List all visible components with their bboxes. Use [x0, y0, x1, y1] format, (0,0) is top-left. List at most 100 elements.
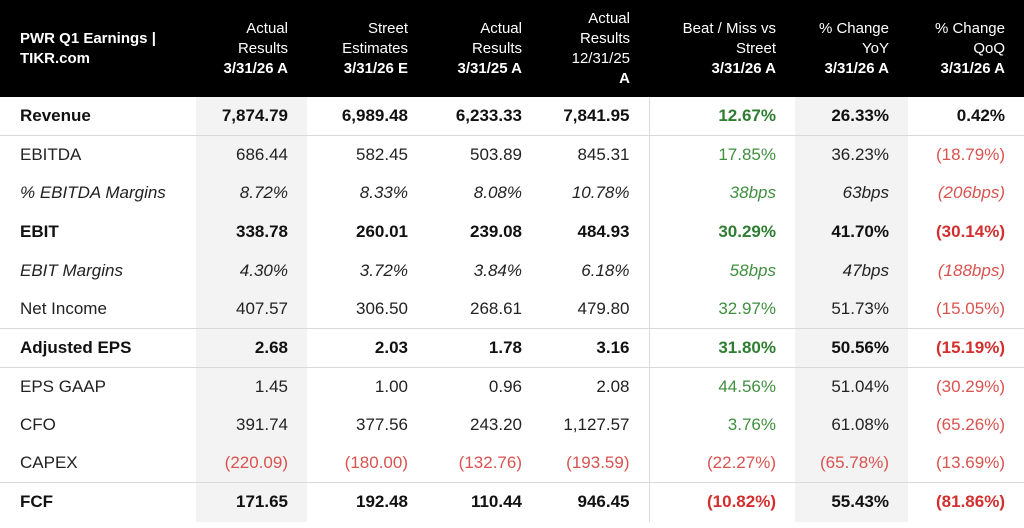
table-row-adjusted-eps: Adjusted EPS 2.68 2.03 1.78 3.16 31.80% 50.56%… — [0, 328, 1024, 368]
col-header-date: 3/31/25 A — [457, 59, 523, 77]
table-cell: 6.18% — [581, 260, 630, 280]
row-label: Revenue — [20, 106, 91, 126]
table-cell: 6,233.33 — [455, 106, 522, 126]
table-row-ebit: EBIT 338.78 260.01 239.08 484.93 30.29% 41.70%… — [0, 212, 1024, 252]
col-header-date: 3/31/26 A — [223, 59, 289, 77]
table-cell: 3.76% — [648, 405, 795, 445]
table-cell: 503.89 — [427, 135, 541, 175]
title-line-1: PWR Q1 Earnings | — [20, 29, 156, 47]
table-cell: (65.78%) — [795, 444, 908, 483]
table-cell: 171.65 — [196, 482, 307, 522]
row-label: Adjusted EPS — [0, 328, 196, 368]
col-header-actual-3-31-26: Actual Results 3/31/26 A — [196, 0, 307, 97]
col-header-actual-3-31-25: Actual Results 3/31/25 A — [427, 0, 541, 97]
table-cell: (65.26%) — [936, 415, 1005, 435]
table-cell: 946.45 — [541, 482, 649, 522]
col-header-date: 3/31/26 A — [711, 59, 777, 77]
table-cell: 3.72% — [359, 260, 408, 280]
table-cell: 407.57 — [196, 289, 307, 329]
table-cell: 484.93 — [577, 222, 630, 242]
table-cell: (188bps) — [937, 260, 1005, 280]
col-header-line: Street — [367, 19, 408, 37]
table-cell: (10.82%) — [648, 482, 795, 522]
table-cell: 239.08 — [470, 222, 522, 242]
table-cell: 0.42% — [956, 106, 1005, 126]
table-cell: (15.19%) — [908, 328, 1024, 368]
table-cell: 51.04% — [795, 366, 908, 406]
table-cell: 26.33% — [795, 97, 908, 136]
table-row-ebit-margins: EBIT Margins 4.30% 3.72% 3.84% 6.18% 58bps 47b… — [0, 251, 1024, 290]
col-header-change-qoq: % Change QoQ 3/31/26 A — [908, 0, 1024, 97]
table-row-eps-gaap: EPS GAAP 1.45 1.00 0.96 2.08 44.56% 51.04% (30.… — [0, 366, 1024, 406]
table-row-revenue: Revenue 7,874.79 6,989.48 6,233.33 7,841.95 1… — [0, 97, 1024, 136]
table-cell: 845.31 — [541, 135, 649, 175]
table-cell: (180.00) — [344, 453, 408, 473]
table-cell: 4.30% — [196, 251, 307, 290]
table-row-ebitda: EBITDA 686.44 582.45 503.89 845.31 17.85% 36.2… — [0, 135, 1024, 175]
row-label: EBIT Margins — [20, 260, 123, 280]
table-cell: (13.69%) — [936, 453, 1005, 473]
table-cell: 58bps — [648, 251, 795, 290]
col-header-beat-miss: Beat / Miss vs Street 3/31/26 A — [649, 0, 795, 97]
table-cell: 31.80% — [648, 328, 795, 368]
table-cell: (22.27%) — [648, 444, 795, 483]
col-header-line: YoY — [862, 39, 889, 57]
table-cell: (15.05%) — [936, 299, 1005, 319]
table-cell: 0.96 — [427, 366, 541, 406]
table-cell: 1,127.57 — [563, 415, 630, 435]
table-cell: (30.14%) — [936, 222, 1005, 242]
col-header-date: 3/31/26 A — [940, 59, 1006, 77]
table-cell: 7,841.95 — [563, 106, 630, 126]
row-label: EPS GAAP — [0, 366, 196, 406]
table-row-cfo: CFO 391.74 377.56 243.20 1,127.57 3.76% 61.08%… — [0, 405, 1024, 445]
table-cell: (81.86%) — [908, 482, 1024, 522]
row-label: % EBITDA Margins — [20, 183, 166, 203]
col-header-line: % Change — [818, 19, 889, 37]
table-cell: 12.67% — [648, 97, 795, 136]
table-cell: 306.50 — [356, 299, 408, 319]
table-cell: (132.76) — [458, 453, 522, 473]
row-label: CFO — [20, 415, 56, 435]
title-line-2: TIKR.com — [20, 49, 91, 67]
table-cell: 2.68 — [196, 328, 307, 368]
col-header-line: QoQ — [973, 39, 1005, 57]
col-header-line: % Change — [934, 19, 1005, 37]
table-cell: 38bps — [648, 174, 795, 213]
table-cell: 61.08% — [795, 405, 908, 445]
table-cell: (30.29%) — [908, 366, 1024, 406]
table-cell: 1.00 — [307, 366, 427, 406]
table-cell: (220.09) — [196, 444, 307, 483]
table-row-capex: CAPEX (220.09) (180.00) (132.76) (193.59) (22… — [0, 444, 1024, 483]
table-cell: 30.29% — [648, 212, 795, 252]
row-label: FCF — [0, 482, 196, 522]
table-cell: 268.61 — [470, 299, 522, 319]
table-cell: 377.56 — [356, 415, 408, 435]
table-cell: 7,874.79 — [196, 97, 307, 136]
table-cell: 110.44 — [427, 482, 541, 522]
table-cell: 3.16 — [541, 328, 649, 368]
table-cell: 243.20 — [470, 415, 522, 435]
col-header-change-yoy: % Change YoY 3/31/26 A — [795, 0, 908, 97]
header-row: PWR Q1 Earnings | TIKR.com Actual Result… — [0, 0, 1024, 97]
col-header-line: Street — [735, 39, 776, 57]
table-cell: (206bps) — [937, 183, 1005, 203]
table-cell: 51.73% — [795, 289, 908, 329]
table-cell: 1.45 — [196, 366, 307, 406]
col-header-date: 3/31/26 A — [824, 59, 890, 77]
table-body: Revenue 7,874.79 6,989.48 6,233.33 7,841.95 1… — [0, 97, 1024, 522]
table-title: PWR Q1 Earnings | TIKR.com — [0, 0, 196, 97]
table-row-net-income: Net Income 407.57 306.50 268.61 479.80 32.97%… — [0, 289, 1024, 329]
table-row-ebitda-margins: % EBITDA Margins 8.72% 8.33% 8.08% 10.78% 38b… — [0, 174, 1024, 213]
table-cell: 582.45 — [307, 135, 427, 175]
table-cell: 2.03 — [307, 328, 427, 368]
table-cell: 8.08% — [473, 183, 522, 203]
col-header-line: Actual — [588, 9, 630, 27]
table-cell: 47bps — [795, 251, 908, 290]
col-header-actual-12-31-25: Actual Results 12/31/25 A — [541, 0, 649, 97]
table-cell: (18.79%) — [908, 135, 1024, 175]
table-cell: 260.01 — [356, 222, 408, 242]
col-header-line: Results — [237, 39, 288, 57]
table-cell: 686.44 — [196, 135, 307, 175]
